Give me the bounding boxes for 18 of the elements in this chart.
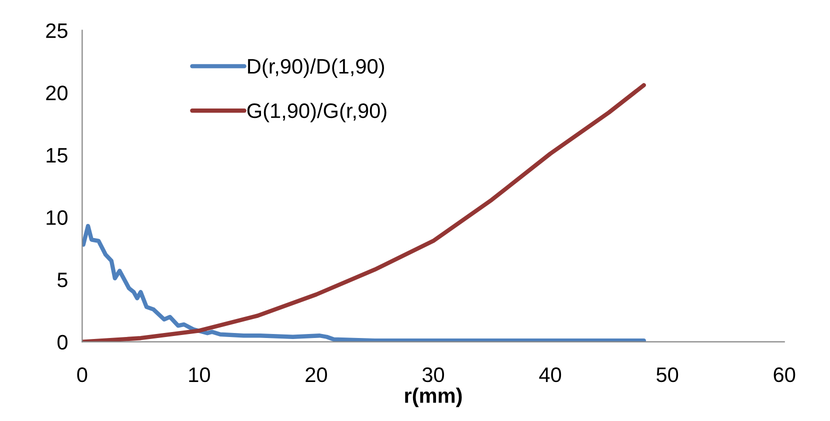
- x-tick-label: 50: [656, 367, 678, 382]
- x-tick-label: 0: [77, 367, 88, 382]
- y-tick-label: 20: [46, 86, 68, 100]
- x-tick-label: 10: [189, 367, 210, 382]
- y-tick-label: 10: [46, 210, 68, 225]
- legend-label: G(1,90)/G(r,90): [247, 102, 386, 122]
- line-series: [82, 83, 646, 342]
- x-axis-title: r(mm): [405, 388, 462, 408]
- y-tick-label: 15: [46, 148, 68, 163]
- y-tick-label: 5: [58, 272, 68, 288]
- x-tick-label: 60: [774, 367, 796, 382]
- x-tick-label: 40: [539, 367, 562, 382]
- y-tick-label: 0: [58, 334, 68, 350]
- x-tick-label: 20: [306, 367, 328, 382]
- x-tick-label: 30: [422, 367, 444, 382]
- legend-label: D(r,90)/D(1,90): [248, 58, 384, 78]
- y-tick-label: 25: [46, 23, 68, 38]
- line-series: [82, 224, 646, 342]
